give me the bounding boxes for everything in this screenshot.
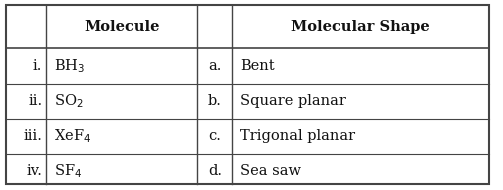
Text: iii.: iii. [23,129,42,143]
Text: XeF$_4$: XeF$_4$ [54,127,91,145]
Text: d.: d. [208,165,222,178]
Text: BH$_3$: BH$_3$ [54,57,85,75]
Text: c.: c. [208,129,221,143]
Text: SF$_4$: SF$_4$ [54,163,82,180]
Text: Square planar: Square planar [240,94,346,108]
Text: b.: b. [208,94,222,108]
Text: Trigonal planar: Trigonal planar [240,129,355,143]
Text: Molecular Shape: Molecular Shape [291,20,430,34]
Text: SO$_2$: SO$_2$ [54,92,83,110]
Text: Bent: Bent [240,59,275,73]
Text: a.: a. [208,59,221,73]
Text: ii.: ii. [28,94,42,108]
Text: Molecule: Molecule [84,20,159,34]
Text: i.: i. [33,59,42,73]
Text: iv.: iv. [26,165,42,178]
Text: Sea saw: Sea saw [240,165,301,178]
